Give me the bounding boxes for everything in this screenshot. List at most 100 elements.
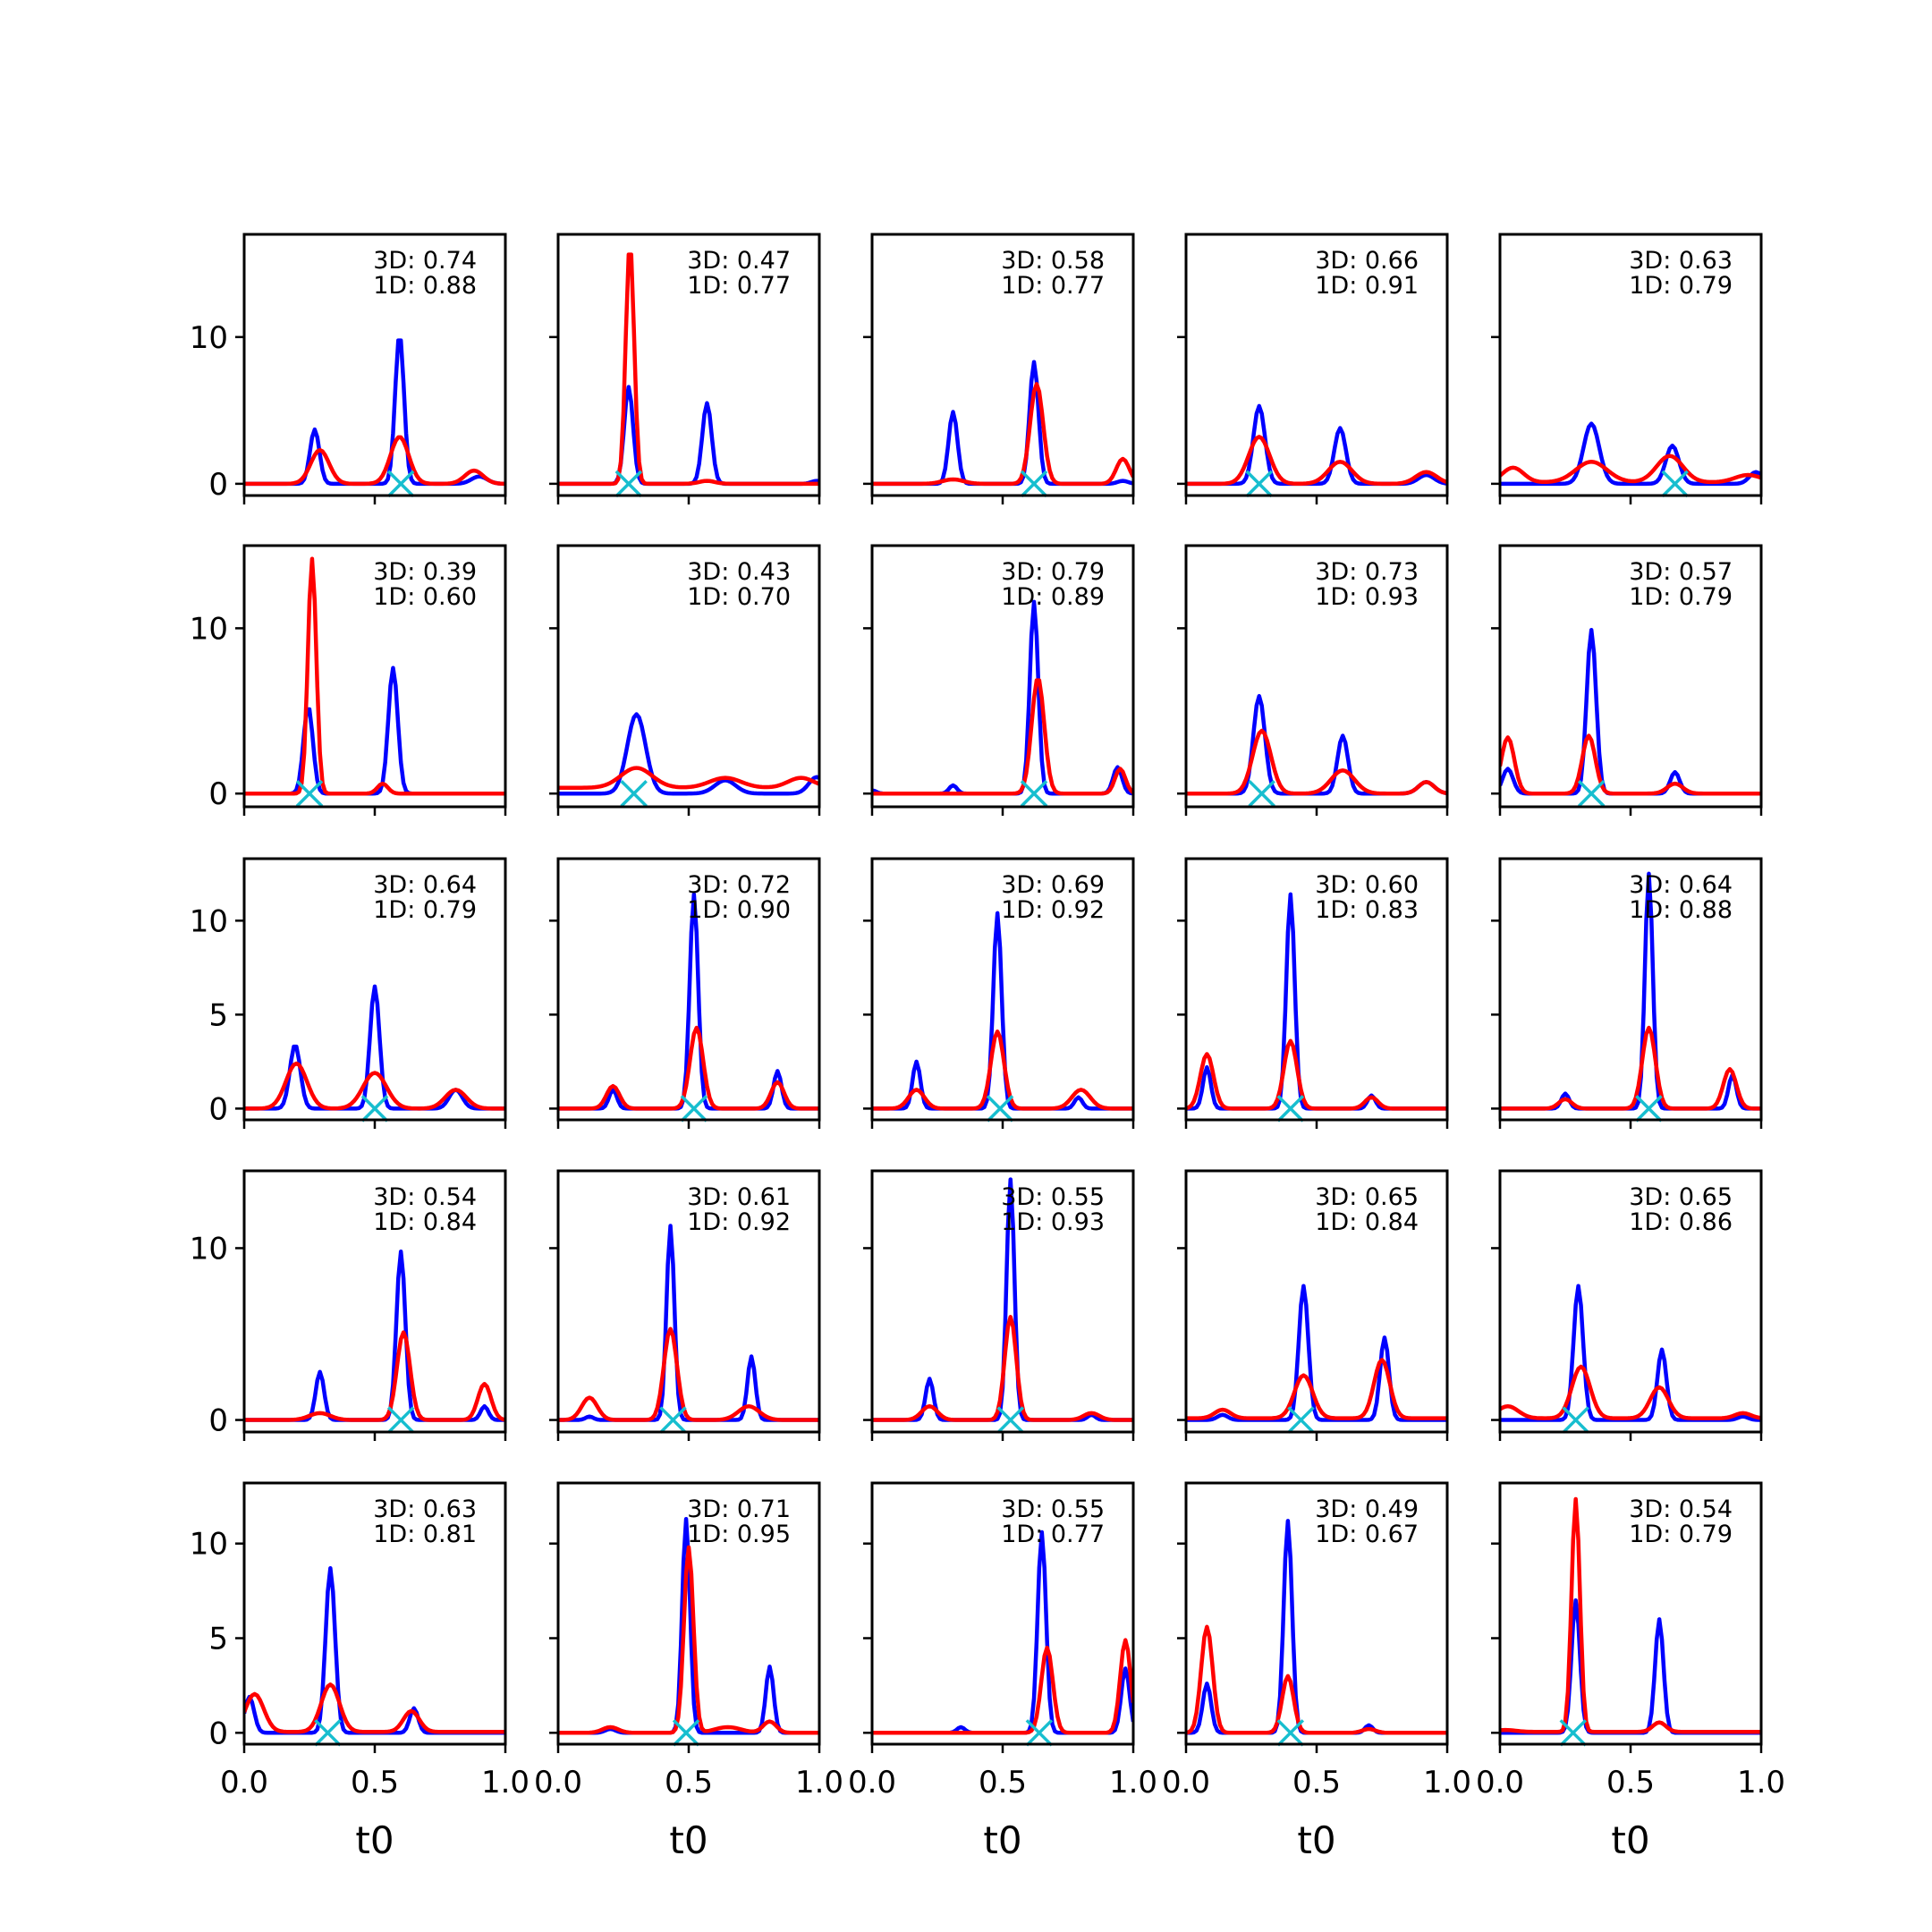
marker-x: [1020, 470, 1048, 498]
blue-series-line: [872, 360, 1133, 487]
marker-x: [1276, 1719, 1305, 1747]
blue-series-line: [244, 1250, 505, 1422]
marker-x: [1276, 1095, 1305, 1123]
score-3d-label: 3D: 0.58: [1001, 247, 1105, 275]
blue-series-line: [558, 892, 819, 1111]
red-series-line: [1186, 1038, 1447, 1111]
red-series-line: [244, 1061, 505, 1111]
red-series-line: [244, 1682, 505, 1734]
red-series-line: [872, 1030, 1133, 1111]
x-axis-label: t0: [355, 1818, 394, 1862]
marker-x: [614, 470, 643, 498]
marker-x: [1025, 1719, 1054, 1747]
marker-x: [360, 1095, 389, 1123]
red-series-line: [244, 435, 505, 487]
score-1d-label: 1D: 0.83: [1315, 896, 1419, 924]
red-series-line: [1186, 728, 1447, 796]
score-1d-label: 1D: 0.79: [1629, 272, 1733, 300]
score-1d-label: 1D: 0.90: [687, 896, 791, 924]
marker-x: [672, 1719, 700, 1747]
y-tick-label: 10: [190, 1231, 228, 1267]
red-series-line: [1500, 733, 1761, 796]
y-tick-label: 0: [208, 1716, 228, 1751]
red-series-line: [558, 252, 819, 487]
score-3d-label: 3D: 0.49: [1315, 1496, 1419, 1523]
x-axis-label: t0: [1297, 1818, 1335, 1862]
blue-series-line: [1500, 1284, 1761, 1422]
x-tick-label: 1.0: [795, 1765, 843, 1801]
score-3d-label: 3D: 0.65: [1315, 1183, 1419, 1211]
score-1d-label: 1D: 0.84: [1315, 1208, 1419, 1236]
x-tick-label: 0.0: [1476, 1765, 1524, 1801]
blue-series-line: [1186, 892, 1447, 1111]
marker-x: [986, 1095, 1014, 1123]
blue-series-line: [1500, 628, 1761, 796]
score-1d-label: 1D: 0.88: [1629, 896, 1733, 924]
marker-x: [1245, 470, 1273, 498]
marker-x: [1559, 1719, 1587, 1747]
x-tick-label: 0.0: [1162, 1765, 1210, 1801]
blue-series-line: [558, 1224, 819, 1422]
y-tick-label: 10: [190, 903, 228, 939]
score-1d-label: 1D: 0.93: [1001, 1208, 1105, 1236]
blue-series-line: [1186, 1284, 1447, 1422]
score-3d-label: 3D: 0.73: [1315, 558, 1419, 586]
marker-x: [386, 1406, 415, 1434]
marker-x: [386, 470, 415, 498]
marker-x: [1287, 1406, 1315, 1434]
marker-x: [1248, 779, 1275, 808]
score-3d-label: 3D: 0.54: [373, 1183, 477, 1211]
red-series-line: [244, 556, 505, 796]
score-1d-label: 1D: 0.81: [373, 1521, 477, 1548]
red-series-line: [1500, 1364, 1761, 1420]
marker-x: [1562, 1406, 1589, 1434]
score-3d-label: 3D: 0.69: [1001, 871, 1105, 899]
x-tick-label: 0.5: [1606, 1765, 1655, 1801]
score-3d-label: 3D: 0.47: [687, 247, 791, 275]
x-axis-label: t0: [983, 1818, 1021, 1862]
red-series-line: [1186, 435, 1447, 487]
blue-series-line: [244, 338, 505, 487]
x-axis-label: t0: [669, 1818, 708, 1862]
red-series-line: [872, 678, 1133, 796]
red-series-line: [558, 1025, 819, 1111]
blue-series-line: [1186, 1519, 1447, 1735]
marker-x: [1577, 779, 1606, 808]
score-1d-label: 1D: 0.91: [1315, 272, 1419, 300]
score-3d-label: 3D: 0.55: [1001, 1183, 1105, 1211]
blue-series-line: [244, 665, 505, 796]
blue-series-line: [872, 1530, 1133, 1735]
score-1d-label: 1D: 0.70: [687, 583, 791, 611]
score-1d-label: 1D: 0.79: [1629, 583, 1733, 611]
y-tick-label: 0: [208, 776, 228, 812]
score-3d-label: 3D: 0.71: [687, 1496, 791, 1523]
score-1d-label: 1D: 0.93: [1315, 583, 1419, 611]
score-3d-label: 3D: 0.39: [373, 558, 477, 586]
marker-x: [996, 1406, 1024, 1434]
score-3d-label: 3D: 0.55: [1001, 1496, 1105, 1523]
score-3d-label: 3D: 0.64: [1629, 871, 1733, 899]
score-3d-label: 3D: 0.63: [1629, 247, 1733, 275]
blue-series-line: [244, 984, 505, 1111]
score-1d-label: 1D: 0.77: [1001, 1521, 1105, 1548]
blue-series-line: [872, 911, 1133, 1111]
score-3d-label: 3D: 0.74: [373, 247, 477, 275]
